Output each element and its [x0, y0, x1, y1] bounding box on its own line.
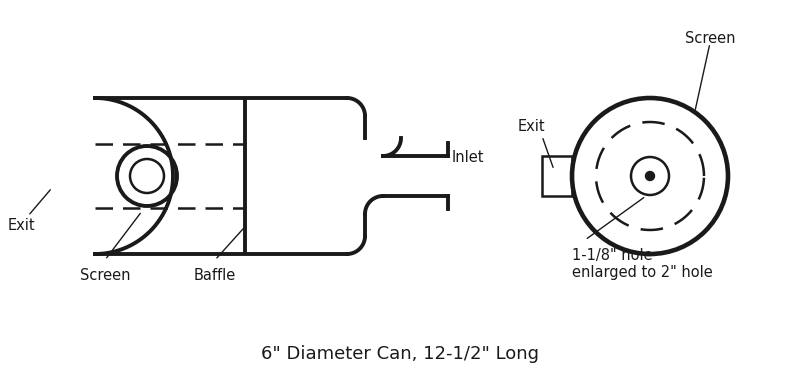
Text: Exit: Exit [518, 119, 546, 134]
Circle shape [631, 157, 669, 195]
Text: Screen: Screen [685, 31, 735, 46]
Text: 6" Diameter Can, 12-1/2" Long: 6" Diameter Can, 12-1/2" Long [261, 345, 539, 363]
Text: Inlet: Inlet [452, 151, 485, 166]
Circle shape [646, 171, 654, 181]
Text: 1-1/8" hole
enlarged to 2" hole: 1-1/8" hole enlarged to 2" hole [572, 248, 713, 280]
Bar [542, 156, 572, 196]
Circle shape [572, 98, 728, 254]
Text: Exit: Exit [8, 218, 36, 233]
Polygon shape [95, 98, 448, 254]
Text: Baffle: Baffle [194, 268, 236, 283]
Text: Screen: Screen [80, 268, 130, 283]
